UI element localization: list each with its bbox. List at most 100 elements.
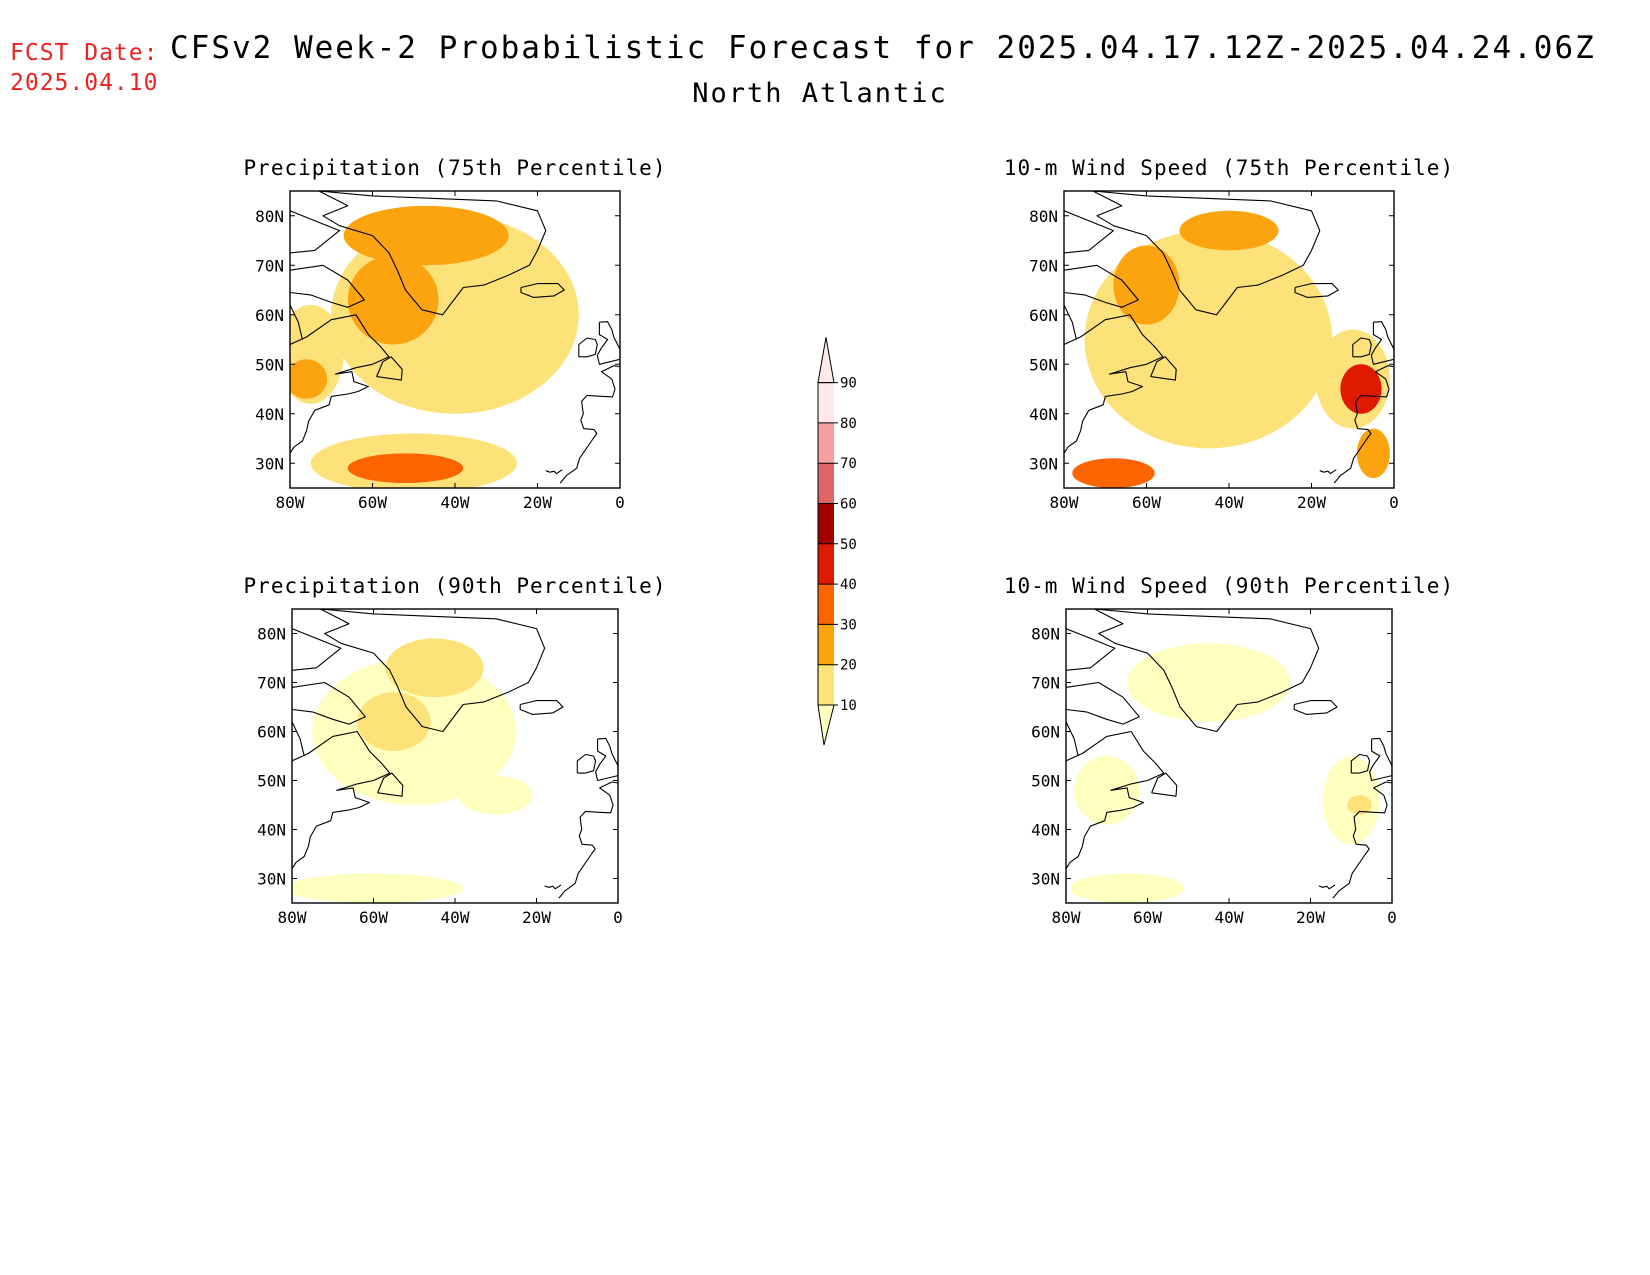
lon-tick-label: 0: [1387, 908, 1397, 927]
colorbar-bottom-cap: [817, 704, 835, 746]
colorbar-label: 70: [840, 456, 857, 472]
lat-tick-label: 50N: [1029, 355, 1058, 374]
coastline: [1064, 304, 1077, 340]
coastline: [545, 469, 563, 475]
probability-region: [357, 692, 431, 752]
coastline: [1094, 609, 1320, 733]
coastline: [576, 753, 597, 774]
lat-tick-label: 40N: [255, 405, 284, 424]
coastline: [1064, 210, 1115, 254]
colorbar-segment: [818, 584, 834, 625]
page-subtitle: North Atlantic: [692, 78, 948, 109]
map-panel-precip-75: Precipitation (75th Percentile) 80N 70N 60N…: [244, 156, 666, 512]
lon-tick-label: 60W: [1132, 493, 1161, 512]
coastline: [1333, 365, 1394, 484]
probability-region: [292, 873, 464, 903]
lon-tick-label: 0: [615, 493, 625, 512]
lat-tick-label: 40N: [257, 821, 286, 840]
colorbar-segment: [818, 503, 834, 544]
lat-tick-label: 70N: [1029, 256, 1058, 275]
lat-tick-label: 50N: [255, 355, 284, 374]
coastline: [290, 314, 390, 454]
lon-tick-label: 40W: [441, 908, 470, 927]
lat-tick-label: 30N: [1031, 870, 1060, 889]
coastline: [292, 721, 305, 757]
lon-tick-label: 60W: [1133, 908, 1162, 927]
probability-region: [1347, 795, 1372, 815]
colorbar-label: 90: [840, 376, 857, 392]
coastline: [1151, 772, 1178, 797]
page-title: CFSv2 Week-2 Probabilistic Forecast for …: [170, 30, 1596, 66]
coastline: [1066, 681, 1140, 725]
coastline: [377, 772, 404, 797]
lon-tick-label: 40W: [441, 493, 470, 512]
panel-title: Precipitation (90th Percentile): [244, 574, 667, 598]
colorbar-label: 80: [840, 416, 857, 432]
coastline: [290, 264, 365, 308]
panel-title: 10-m Wind Speed (75th Percentile): [1004, 156, 1454, 180]
lon-tick-label: 0: [613, 908, 623, 927]
lat-tick-label: 60N: [255, 306, 284, 325]
colorbar-label: 60: [840, 497, 857, 513]
lat-tick-label: 50N: [1031, 772, 1060, 791]
coastline: [376, 356, 403, 381]
coastline: [1319, 469, 1337, 475]
lon-tick-label: 20W: [522, 908, 551, 927]
lat-tick-label: 60N: [257, 723, 286, 742]
coastline: [578, 337, 598, 358]
lat-tick-label: 70N: [255, 256, 284, 275]
coastline: [544, 884, 562, 890]
probability-region: [1179, 210, 1279, 251]
colorbar-label: 40: [840, 577, 857, 593]
probability-region: [1113, 245, 1180, 325]
colorbar-label: 50: [840, 537, 857, 553]
coastline: [1294, 283, 1339, 298]
colorbar-label: 10: [840, 698, 857, 714]
coastline: [596, 321, 620, 365]
lat-tick-label: 30N: [257, 870, 286, 889]
coastline: [559, 365, 620, 484]
colorbar-segment: [818, 664, 834, 705]
colorbar-label: 20: [840, 658, 857, 674]
probability-region: [343, 205, 509, 266]
probability-region: [290, 359, 328, 399]
probability-region: [459, 775, 533, 815]
map-panel-precip-90: Precipitation (90th Percentile) 80N 70N 60N…: [244, 574, 667, 927]
colorbar-segment: [818, 463, 834, 504]
coastline: [320, 609, 546, 733]
coastline: [1370, 321, 1394, 365]
probability-region: [1070, 873, 1185, 903]
lat-tick-label: 80N: [255, 207, 284, 226]
probability-region: [1074, 756, 1140, 825]
colorbar-segment: [818, 543, 834, 585]
colorbar-label: 30: [840, 617, 857, 633]
panel-title: 10-m Wind Speed (90th Percentile): [1004, 574, 1454, 598]
probability-region: [1072, 458, 1155, 488]
probability-region: [347, 453, 464, 484]
forecast-date-value: 2025.04.10: [10, 70, 159, 96]
lat-tick-label: 40N: [1031, 821, 1060, 840]
coastline: [595, 737, 618, 782]
coastline: [1092, 191, 1321, 316]
lon-tick-label: 40W: [1215, 493, 1244, 512]
probability-fill: [1070, 643, 1380, 903]
map-panel-wind-90: 10-m Wind Speed (90th Percentile) 80N 70N 6…: [1004, 574, 1454, 927]
probability-fill: [292, 638, 533, 903]
lon-tick-label: 20W: [1296, 908, 1325, 927]
colorbar-segment: [818, 422, 834, 464]
lon-tick-label: 20W: [523, 493, 552, 512]
coastline: [1064, 314, 1164, 454]
probability-region: [1127, 643, 1291, 722]
probability-fill: [1072, 210, 1390, 488]
map-panel-wind-75: 10-m Wind Speed (75th Percentile) 80N 70N 6…: [1004, 156, 1454, 512]
coastline: [290, 304, 303, 340]
coastline: [1066, 721, 1079, 757]
coastline: [1350, 753, 1371, 774]
lon-tick-label: 80W: [278, 908, 307, 927]
lat-tick-label: 80N: [1029, 207, 1058, 226]
coastline: [290, 210, 341, 254]
coastline: [558, 781, 618, 899]
probability-region: [1356, 428, 1390, 479]
probability-region: [1340, 364, 1382, 414]
